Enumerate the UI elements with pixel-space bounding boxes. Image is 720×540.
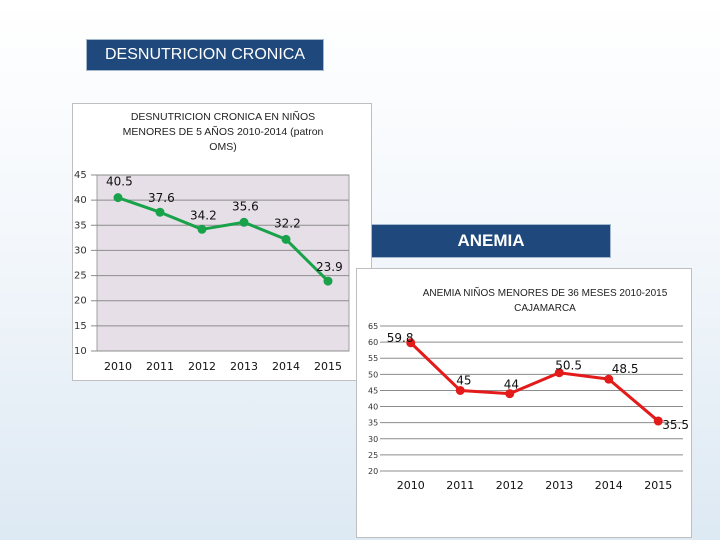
an-data-label: 44	[504, 378, 519, 392]
dc-data-label: 35.6	[232, 199, 259, 213]
an-y-tick-label: 60	[368, 338, 378, 347]
dc-data-label: 23.9	[316, 260, 343, 274]
an-x-tick-label: 2013	[545, 479, 573, 492]
dc-data-point	[281, 234, 291, 244]
dc-y-tick-label: 10	[74, 346, 87, 357]
desnutricion-chart-title: DESNUTRICION CRONICA EN NIÑOS MENORES DE…	[122, 111, 324, 153]
dc-y-tick-label: 25	[74, 271, 87, 282]
an-data-point	[505, 389, 515, 399]
dc-data-point	[197, 224, 207, 234]
dc-x-tick-label: 2010	[104, 360, 132, 373]
dc-y-tick-label: 40	[74, 195, 87, 206]
an-data-point	[653, 416, 663, 426]
an-data-label: 50.5	[555, 359, 582, 373]
an-x-tick-label: 2011	[446, 479, 474, 492]
dc-x-tick-label: 2015	[314, 360, 342, 373]
anemia-heading: ANEMIA	[371, 224, 611, 258]
an-data-label: 59.8	[387, 331, 414, 345]
dc-data-label: 34.2	[190, 208, 217, 222]
an-data-point	[406, 338, 416, 348]
an-y-tick-label: 45	[368, 386, 378, 395]
dc-y-tick-label: 45	[74, 170, 87, 181]
anemia-chart-title: ANEMIA NIÑOS MENORES DE 36 MESES 2010-20…	[422, 288, 668, 314]
dc-y-tick-label: 35	[74, 220, 87, 231]
an-x-tick-label: 2015	[644, 479, 672, 492]
an-y-tick-label: 40	[368, 403, 378, 412]
dc-data-point	[155, 207, 165, 217]
dc-data-label: 40.5	[106, 175, 133, 189]
an-x-tick-label: 2012	[496, 479, 524, 492]
dc-x-tick-label: 2011	[146, 360, 174, 373]
an-x-tick-label: 2010	[397, 479, 425, 492]
an-y-tick-label: 35	[368, 419, 378, 428]
dc-data-label: 37.6	[148, 191, 175, 205]
dc-x-tick-label: 2014	[272, 360, 300, 373]
desnutricion-heading: DESNUTRICION CRONICA	[86, 39, 324, 71]
dc-x-tick-label: 2013	[230, 360, 258, 373]
dc-data-point	[323, 276, 333, 286]
dc-data-label: 32.2	[274, 216, 301, 230]
an-y-tick-label: 55	[368, 354, 378, 363]
an-data-point	[455, 385, 465, 395]
an-y-tick-label: 30	[368, 435, 378, 444]
dc-x-tick-label: 2012	[188, 360, 216, 373]
an-y-tick-label: 20	[368, 467, 378, 476]
an-y-tick-label: 65	[368, 322, 378, 331]
an-data-label: 35.5	[662, 418, 689, 432]
an-x-tick-label: 2014	[595, 479, 623, 492]
dc-data-point	[239, 217, 249, 227]
dc-y-tick-label: 15	[74, 321, 87, 332]
an-data-label: 45	[456, 373, 471, 387]
an-data-point	[604, 374, 614, 384]
dc-y-tick-label: 20	[74, 296, 87, 307]
an-y-tick-label: 50	[368, 370, 378, 379]
an-y-tick-label: 25	[368, 451, 378, 460]
dc-series-line	[117, 196, 330, 283]
an-data-point	[554, 368, 564, 378]
an-data-label: 48.5	[612, 362, 639, 376]
an-series-line	[409, 341, 660, 423]
dc-y-tick-label: 30	[74, 245, 87, 256]
dc-data-point	[113, 193, 123, 203]
